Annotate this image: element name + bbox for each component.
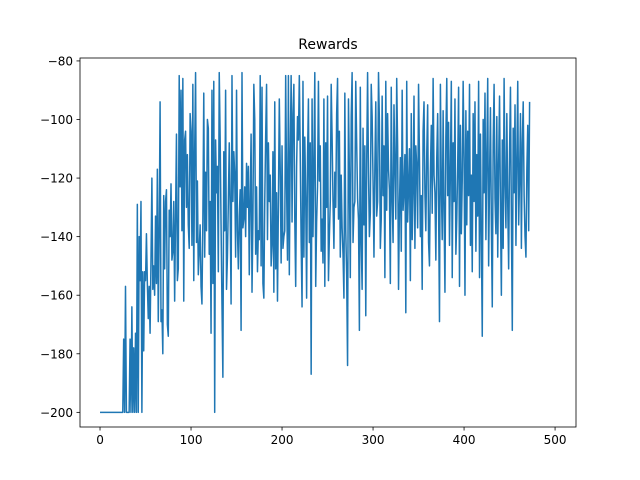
y-tick-label: −120 bbox=[40, 172, 73, 186]
y-tick-label: −100 bbox=[40, 113, 73, 127]
y-tick-label: −80 bbox=[48, 54, 73, 68]
x-tick-label: 400 bbox=[453, 433, 476, 447]
plot-area bbox=[100, 71, 531, 414]
x-tick-label: 500 bbox=[544, 433, 567, 447]
y-tick-label: −160 bbox=[40, 289, 73, 303]
series-line-0 bbox=[100, 71, 531, 414]
y-tick-label: −200 bbox=[40, 406, 73, 420]
x-tick-label: 100 bbox=[180, 433, 203, 447]
chart-title: Rewards bbox=[298, 37, 357, 53]
axes: 0 100 200 300 400 500 −200 −180 −160 −140 −120 −100… bbox=[40, 54, 577, 447]
x-tick-label: 300 bbox=[362, 433, 385, 447]
x-tick-label: 200 bbox=[271, 433, 294, 447]
y-tick-label: −140 bbox=[40, 230, 73, 244]
plot-frame bbox=[79, 57, 577, 428]
x-tick-label: 0 bbox=[96, 433, 104, 447]
y-tick-label: −180 bbox=[40, 347, 73, 361]
